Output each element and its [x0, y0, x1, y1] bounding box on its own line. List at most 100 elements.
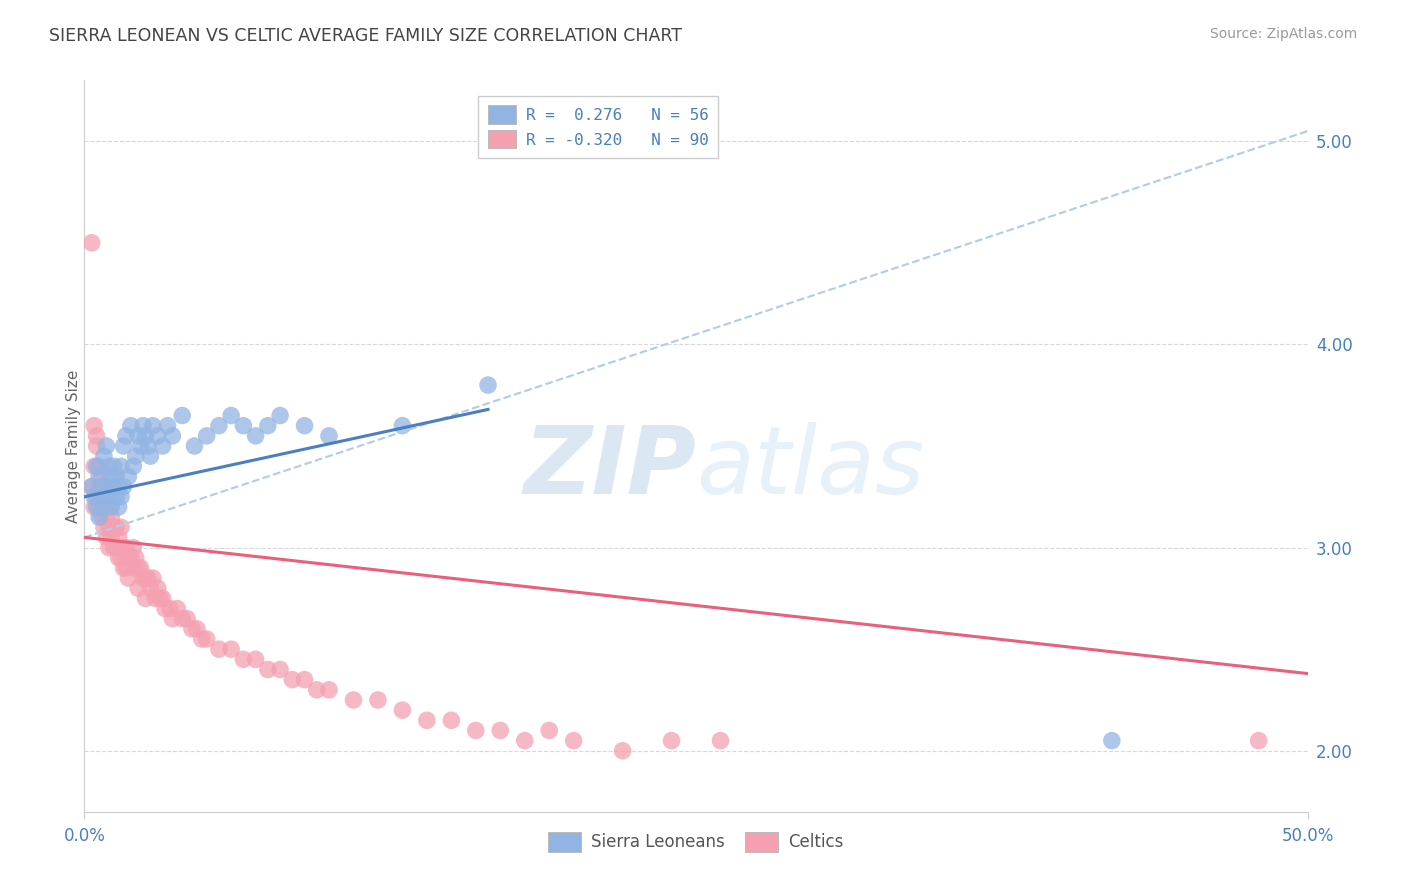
Point — [136, 571, 159, 585]
Point — [107, 550, 129, 565]
Point — [110, 550, 132, 565]
Point — [86, 459, 108, 474]
Point — [219, 409, 242, 423]
Point — [122, 459, 145, 474]
Point — [100, 500, 122, 514]
Point — [100, 469, 122, 483]
Point — [90, 510, 112, 524]
Point — [125, 550, 148, 565]
Point — [112, 439, 135, 453]
Point — [87, 469, 110, 483]
Point — [127, 581, 149, 595]
Point — [135, 591, 157, 606]
Point — [96, 530, 118, 544]
Point — [103, 541, 125, 555]
Point — [96, 510, 118, 524]
Point — [96, 480, 118, 494]
Point — [257, 418, 280, 433]
Point — [83, 459, 105, 474]
Point — [281, 673, 304, 687]
Point — [195, 632, 218, 646]
Point — [93, 449, 115, 463]
Point — [93, 500, 115, 514]
Point — [103, 459, 125, 474]
Text: ZIP: ZIP — [523, 422, 696, 514]
Point — [318, 682, 340, 697]
Point — [105, 490, 128, 504]
Point — [195, 429, 218, 443]
Point — [166, 601, 188, 615]
Point — [305, 682, 328, 697]
Text: SIERRA LEONEAN VS CELTIC AVERAGE FAMILY SIZE CORRELATION CHART: SIERRA LEONEAN VS CELTIC AVERAGE FAMILY … — [49, 27, 682, 45]
Point — [83, 500, 105, 514]
Point — [153, 601, 176, 615]
Point — [87, 510, 110, 524]
Point — [186, 622, 208, 636]
Point — [120, 550, 142, 565]
Point — [80, 235, 103, 250]
Text: atlas: atlas — [696, 423, 924, 514]
Point — [103, 520, 125, 534]
Point — [661, 733, 683, 747]
Point — [152, 591, 174, 606]
Point — [100, 510, 122, 524]
Point — [87, 480, 110, 494]
Point — [110, 459, 132, 474]
Point — [86, 429, 108, 443]
Point — [181, 622, 204, 636]
Point — [538, 723, 561, 738]
Point — [440, 714, 463, 728]
Point — [110, 520, 132, 534]
Point — [80, 480, 103, 494]
Point — [257, 663, 280, 677]
Point — [269, 409, 291, 423]
Point — [152, 439, 174, 453]
Point — [132, 418, 155, 433]
Point — [97, 500, 120, 514]
Point — [127, 561, 149, 575]
Point — [269, 663, 291, 677]
Point — [97, 520, 120, 534]
Point — [162, 612, 184, 626]
Point — [159, 601, 181, 615]
Point — [97, 541, 120, 555]
Point — [142, 571, 165, 585]
Point — [87, 459, 110, 474]
Point — [136, 439, 159, 453]
Point — [125, 449, 148, 463]
Point — [294, 418, 316, 433]
Point — [86, 500, 108, 514]
Point — [103, 480, 125, 494]
Point — [1247, 733, 1270, 747]
Point — [342, 693, 364, 707]
Point — [245, 429, 267, 443]
Point — [562, 733, 585, 747]
Point — [232, 418, 254, 433]
Point — [416, 714, 439, 728]
Point — [172, 612, 194, 626]
Point — [115, 429, 138, 443]
Point — [208, 418, 231, 433]
Point — [117, 571, 139, 585]
Point — [135, 429, 157, 443]
Point — [86, 490, 108, 504]
Point — [391, 703, 413, 717]
Point — [100, 530, 122, 544]
Point — [1101, 733, 1123, 747]
Point — [90, 469, 112, 483]
Point — [90, 490, 112, 504]
Point — [208, 642, 231, 657]
Point — [149, 591, 172, 606]
Point — [464, 723, 486, 738]
Point — [97, 490, 120, 504]
Point — [90, 490, 112, 504]
Point — [367, 693, 389, 707]
Point — [232, 652, 254, 666]
Point — [122, 541, 145, 555]
Point — [391, 418, 413, 433]
Point — [117, 550, 139, 565]
Point — [110, 490, 132, 504]
Point — [191, 632, 214, 646]
Y-axis label: Average Family Size: Average Family Size — [66, 369, 80, 523]
Point — [93, 480, 115, 494]
